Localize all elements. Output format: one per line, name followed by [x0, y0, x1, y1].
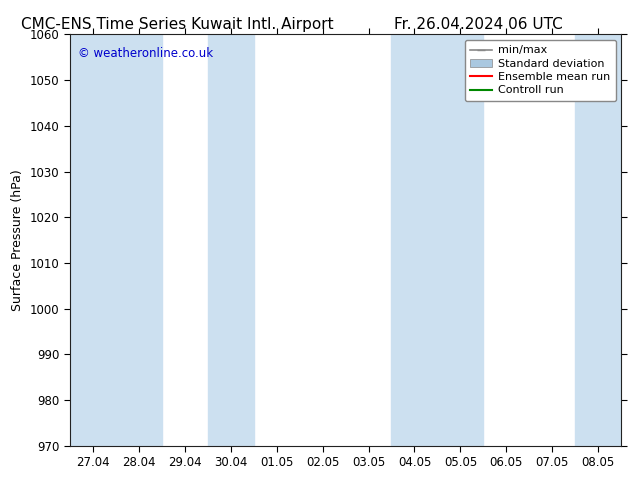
Bar — [437, 34, 483, 446]
Bar — [70, 34, 115, 446]
Bar — [115, 34, 162, 446]
Y-axis label: Surface Pressure (hPa): Surface Pressure (hPa) — [11, 169, 24, 311]
Bar — [575, 34, 621, 446]
Text: CMC-ENS Time Series Kuwait Intl. Airport: CMC-ENS Time Series Kuwait Intl. Airport — [21, 17, 334, 32]
Bar — [391, 34, 437, 446]
Title: CMC-ENS Time Series Kuwait Intl. Airport     Fr. 26.04.2024 06 UTC: CMC-ENS Time Series Kuwait Intl. Airport… — [0, 489, 1, 490]
Text: © weatheronline.co.uk: © weatheronline.co.uk — [78, 47, 213, 60]
Legend: min/max, Standard deviation, Ensemble mean run, Controll run: min/max, Standard deviation, Ensemble me… — [465, 40, 616, 101]
Text: Fr. 26.04.2024 06 UTC: Fr. 26.04.2024 06 UTC — [394, 17, 563, 32]
Bar — [207, 34, 254, 446]
